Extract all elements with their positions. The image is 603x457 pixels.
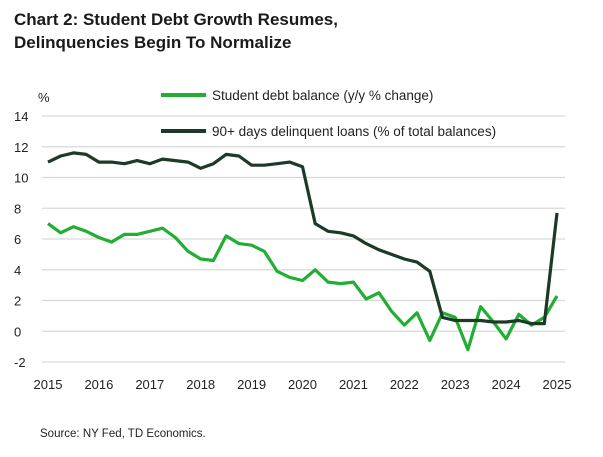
x-tick-label: 2024 [492, 377, 521, 392]
legend-label-1: Student debt balance (y/y % change) [212, 88, 433, 103]
x-tick-label: 2015 [34, 377, 63, 392]
title-line-1: Chart 2: Student Debt Growth Resumes, [14, 10, 338, 29]
y-tick-label: 0 [14, 324, 21, 339]
y-tick-label: 6 [14, 232, 21, 247]
y-tick-label: 8 [14, 201, 21, 216]
y-tick-label: 14 [14, 109, 28, 124]
y-tick-label: 12 [14, 140, 28, 155]
y-tick-label: -2 [14, 355, 26, 370]
title-line-2: Delinquencies Begin To Normalize [14, 33, 292, 52]
x-tick-label: 2017 [135, 377, 164, 392]
y-tick-label: 2 [14, 294, 21, 309]
y-tick-label: 4 [14, 263, 21, 278]
x-tick-label: 2019 [237, 377, 266, 392]
x-tick-label: 2020 [288, 377, 317, 392]
x-tick-label: 2025 [543, 377, 572, 392]
x-tick-label: 2016 [84, 377, 113, 392]
x-tick-label: 2021 [339, 377, 368, 392]
x-tick-label: 2018 [186, 377, 215, 392]
y-tick-label: 10 [14, 171, 28, 186]
legend-label-2: 90+ days delinquent loans (% of total ba… [212, 124, 496, 139]
source-note: Source: NY Fed, TD Economics. [40, 428, 206, 440]
x-tick-label: 2023 [441, 377, 470, 392]
x-tick-label: 2022 [390, 377, 419, 392]
y-axis-unit: % [38, 90, 50, 105]
series-line-2 [47, 151, 559, 326]
series-line-1 [47, 222, 559, 352]
chart-title: Chart 2: Student Debt Growth Resumes, De… [14, 8, 338, 54]
